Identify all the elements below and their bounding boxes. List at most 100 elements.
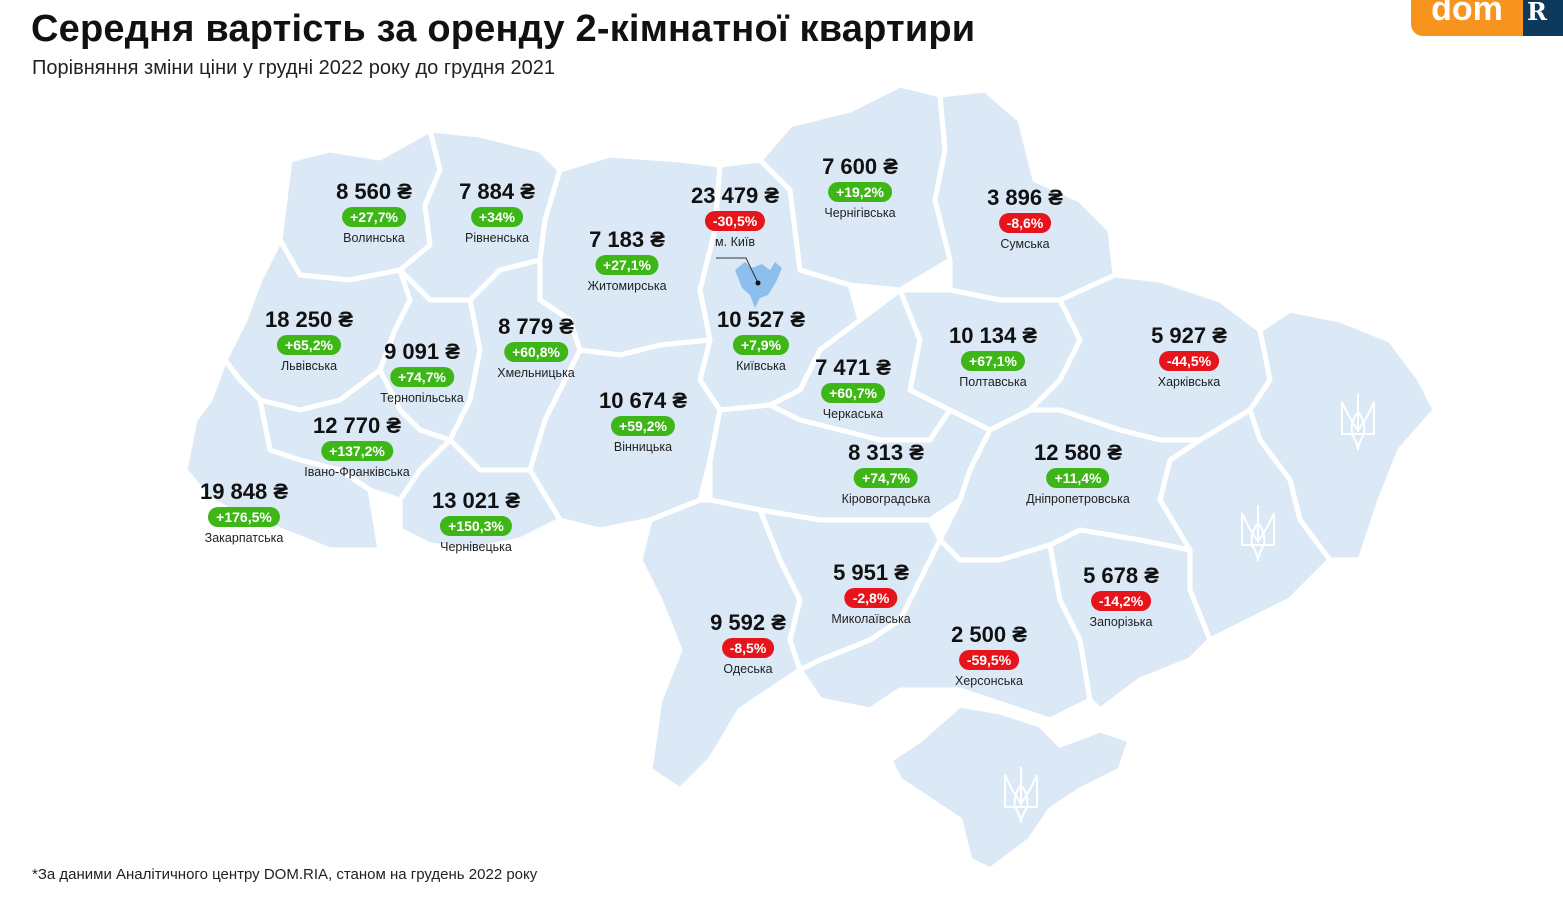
region-name: Львівська	[280, 359, 338, 373]
region-price: 12 770 ₴	[312, 413, 402, 438]
region-label-kirovohradska: 8 313 ₴ +74,7% Кіровоградська	[841, 440, 931, 507]
region-label-volynska: 8 560 ₴ +27,7% Волинська	[336, 179, 412, 246]
region-name: Дніпропетровська	[1026, 492, 1130, 506]
region-name: Запорізька	[1089, 615, 1153, 629]
region-label-mykolaivska: 5 951 ₴ -2,8% Миколаївська	[831, 560, 911, 627]
region-price: 12 580 ₴	[1033, 440, 1123, 465]
change-badge: -44,5%	[1158, 351, 1220, 371]
region-label-vinnytska: 10 674 ₴ +59,2% Вінницька	[598, 388, 688, 455]
region-price: 13 021 ₴	[431, 488, 521, 513]
region-label-khmelnytska: 8 779 ₴ +60,8% Хмельницька	[497, 314, 575, 381]
change-badge: +60,8%	[504, 342, 568, 362]
region-shape-chernivetska	[397, 437, 563, 553]
trident-icon	[1241, 505, 1275, 562]
region-name: Вінницька	[613, 440, 673, 454]
region-name: Київська	[736, 359, 786, 373]
region-name: Чернігівська	[824, 206, 896, 220]
region-price: 10 134 ₴	[948, 323, 1038, 348]
change-badge: +59,2%	[611, 416, 675, 436]
region-price: 5 951 ₴	[833, 560, 909, 585]
region-price: 18 250 ₴	[264, 307, 354, 332]
region-price: 5 678 ₴	[1083, 563, 1159, 588]
region-label-chernivetska: 13 021 ₴ +150,3% Чернівецька	[431, 488, 521, 555]
region-name: Харківська	[1157, 375, 1221, 389]
region-label-khersonska: 2 500 ₴ -59,5% Херсонська	[951, 622, 1027, 689]
change-badge: -59,5%	[958, 650, 1020, 670]
change-badge: +150,3%	[440, 516, 512, 536]
region-name: Житомирська	[587, 279, 667, 293]
change-badge: +67,1%	[961, 351, 1025, 371]
region-price: 8 779 ₴	[498, 314, 574, 339]
change-badge: +7,9%	[732, 335, 790, 355]
region-name: Тернопільська	[380, 391, 464, 405]
change-badge: +27,7%	[342, 207, 406, 227]
region-label-ternopilska: 9 091 ₴ +74,7% Тернопільська	[380, 339, 464, 406]
region-label-dnipropetrovska: 12 580 ₴ +11,4% Дніпропетровська	[1026, 440, 1130, 507]
region-price: 7 884 ₴	[459, 179, 535, 204]
logo-dom-part: dom	[1411, 0, 1523, 36]
page-subtitle: Порівняння зміни ціни у грудні 2022 року…	[32, 57, 555, 79]
region-price: 9 091 ₴	[384, 339, 460, 364]
region-label-ivano-frankivska: 12 770 ₴ +137,2% Івано-Франківська	[304, 413, 410, 480]
region-price: 10 674 ₴	[598, 388, 688, 413]
region-name: Миколаївська	[831, 612, 911, 626]
region-price: 2 500 ₴	[951, 622, 1027, 647]
region-price: 7 600 ₴	[822, 154, 898, 179]
region-name: Херсонська	[955, 674, 1023, 688]
change-badge: +34%	[470, 207, 524, 227]
region-name: Волинська	[343, 231, 405, 245]
region-price: 5 927 ₴	[1151, 323, 1227, 348]
change-badge: -14,2%	[1090, 591, 1152, 611]
region-name: Івано-Франківська	[304, 465, 410, 479]
logo-ria-part: R	[1523, 0, 1563, 36]
change-badge: -2,8%	[844, 588, 898, 608]
region-name: Чернівецька	[440, 540, 512, 554]
region-label-zakarpatska: 19 848 ₴ +176,5% Закарпатська	[199, 479, 289, 546]
change-badge: +11,4%	[1046, 468, 1110, 488]
region-name: м. Київ	[715, 235, 755, 249]
region-shape-odeska	[637, 497, 803, 793]
change-badge: +27,1%	[595, 255, 659, 275]
change-badge: +60,7%	[821, 383, 885, 403]
region-price: 10 527 ₴	[716, 307, 806, 332]
kyiv-leader-line	[716, 257, 759, 284]
region-name: Закарпатська	[204, 531, 284, 545]
change-badge: -30,5%	[704, 211, 766, 231]
region-label-zaporizka: 5 678 ₴ -14,2% Запорізька	[1083, 563, 1159, 630]
source-footnote: *За даними Аналітичного центру DOM.RIA, …	[32, 866, 538, 883]
region-price: 8 313 ₴	[848, 440, 924, 465]
region-name: Рівненська	[465, 231, 529, 245]
dom-ria-logo: dom R	[1411, 0, 1563, 36]
region-label-kyivska: 10 527 ₴ +7,9% Київська	[716, 307, 806, 374]
change-badge: +74,7%	[854, 468, 918, 488]
region-label-rivnenska: 7 884 ₴ +34% Рівненська	[459, 179, 535, 246]
region-name: Кіровоградська	[841, 492, 931, 506]
region-price: 8 560 ₴	[336, 179, 412, 204]
region-price: 7 183 ₴	[589, 227, 665, 252]
change-badge: +19,2%	[828, 182, 892, 202]
region-label-poltavska: 10 134 ₴ +67,1% Полтавська	[948, 323, 1038, 390]
region-name: Сумська	[1000, 237, 1050, 251]
region-name: Хмельницька	[497, 366, 575, 380]
change-badge: +176,5%	[208, 507, 280, 527]
region-label-zhytomyrska: 7 183 ₴ +27,1% Житомирська	[587, 227, 667, 294]
region-shape-zaporizka	[1047, 527, 1213, 713]
page-title: Середня вартість за оренду 2-кімнатної к…	[31, 8, 976, 50]
trident-icon	[1341, 394, 1375, 451]
region-name: Черкаська	[822, 407, 884, 421]
region-price: 23 479 ₴	[690, 183, 780, 208]
trident-icon	[1004, 767, 1038, 824]
kyiv-marker-dot	[755, 280, 761, 286]
region-name: Одеська	[723, 662, 773, 676]
region-price: 7 471 ₴	[815, 355, 891, 380]
change-badge: +74,7%	[390, 367, 454, 387]
change-badge: +137,2%	[321, 441, 393, 461]
region-label-lvivska: 18 250 ₴ +65,2% Львівська	[264, 307, 354, 374]
region-name: Полтавська	[959, 375, 1027, 389]
region-label-odeska: 9 592 ₴ -8,5% Одеська	[710, 611, 786, 677]
region-label-cherkaska: 7 471 ₴ +60,7% Черкаська	[815, 355, 891, 422]
region-label-chernihivska: 7 600 ₴ +19,2% Чернігівська	[822, 154, 898, 221]
region-price: 19 848 ₴	[199, 479, 289, 504]
